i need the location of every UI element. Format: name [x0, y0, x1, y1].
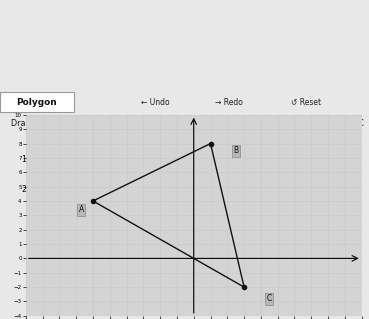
Text: A: A	[79, 205, 84, 214]
Text: → Redo: → Redo	[215, 98, 243, 107]
Text: ← Undo: ← Undo	[141, 98, 169, 107]
Text: Draw the triangle that results from the following sequence of transformations on: Draw the triangle that results from the …	[11, 119, 364, 128]
Text: B: B	[233, 146, 238, 155]
Text: 2. Translate according to the rule (x, y) → (x − 2, y − 3): 2. Translate according to the rule (x, y…	[22, 184, 244, 194]
FancyBboxPatch shape	[0, 92, 74, 112]
Text: ↺ Reset: ↺ Reset	[291, 98, 321, 107]
Text: Polygon: Polygon	[17, 98, 57, 107]
Text: 1. Dilate by a factor of  1/2  centered at the origin.: 1. Dilate by a factor of 1/2 centered at…	[22, 155, 225, 164]
Text: C: C	[267, 294, 272, 303]
